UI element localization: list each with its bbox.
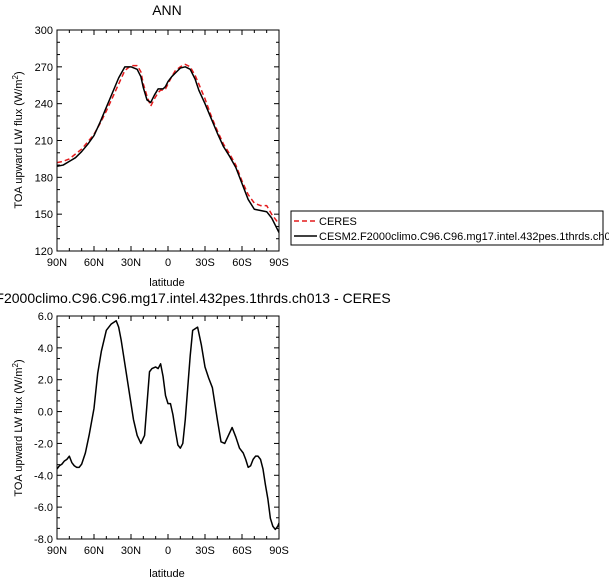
top-chart-title: ANN bbox=[152, 2, 182, 18]
top-y-axis-label-main: TOA upward LW flux (W/m bbox=[13, 79, 25, 208]
top-y-axis-label-sup: 2 bbox=[11, 74, 20, 79]
bottom-plot-area: 90N 60N 30N 0 30S 60S 90S -8.0 -6.0 -4.0 -2.0 0.0 2.… bbox=[34, 311, 289, 557]
bottom-x-tick-label: 30S bbox=[195, 545, 215, 557]
top-panel: ANN 90N 60N 30N 0 30S 60S 90S 120 150 180 210 240 27… bbox=[11, 2, 609, 289]
bottom-y-axis-label-sup: 2 bbox=[11, 362, 20, 367]
top-y-tick-label: 210 bbox=[35, 136, 53, 148]
top-y-tick-label: 300 bbox=[35, 25, 53, 37]
bottom-x-tick-label: 0 bbox=[165, 545, 171, 557]
top-series-line-0 bbox=[57, 63, 279, 225]
top-y-tick-label: 180 bbox=[35, 172, 53, 184]
legend: CERES CESM2.F2000climo.C96.C96.mg17.inte… bbox=[290, 210, 609, 246]
bottom-y-tick-label: 0.0 bbox=[38, 407, 53, 419]
bottom-y-tick-label: 6.0 bbox=[38, 311, 53, 323]
bottom-y-tick-label: -4.0 bbox=[34, 470, 53, 482]
bottom-y-tick-label: -6.0 bbox=[34, 502, 53, 514]
top-y-tick-label: 150 bbox=[35, 209, 53, 221]
bottom-y-axis-label-main: TOA upward LW flux (W/m bbox=[13, 367, 25, 496]
top-y-axis-label: TOA upward LW flux (W/m2) bbox=[11, 71, 25, 208]
top-x-tick-label: 0 bbox=[165, 257, 171, 269]
top-x-axis-label: latitude bbox=[149, 277, 184, 289]
top-y-tick-label: 240 bbox=[35, 99, 53, 111]
top-y-axis-label-end: ) bbox=[13, 71, 25, 75]
bottom-x-axis-label: latitude bbox=[149, 568, 184, 580]
bottom-series-line-0 bbox=[57, 320, 279, 531]
top-y-tick-label: 270 bbox=[35, 62, 53, 74]
legend-box bbox=[290, 210, 604, 246]
bottom-y-tick-label: 2.0 bbox=[38, 375, 53, 387]
bottom-y-axis-label: TOA upward LW flux (W/m2) bbox=[11, 359, 25, 496]
legend-label-cesm2: CESM2.F2000climo.C96.C96.mg17.intel.432p… bbox=[319, 231, 609, 243]
bottom-panel: CESM2.F2000climo.C96.C96.mg17.intel.432p… bbox=[0, 290, 391, 580]
bottom-x-tick-label: 30N bbox=[121, 545, 141, 557]
top-plot-area: 90N 60N 30N 0 30S 60S 90S 120 150 180 210 240 270 300 bbox=[35, 25, 289, 269]
top-x-tick-label: 30S bbox=[195, 257, 215, 269]
top-x-tick-label: 60N bbox=[84, 257, 104, 269]
legend-label-ceres: CERES bbox=[319, 216, 357, 228]
top-x-tick-label: 30N bbox=[121, 257, 141, 269]
top-x-tick-label: 90S bbox=[269, 257, 289, 269]
top-x-tick-label: 60S bbox=[232, 257, 252, 269]
bottom-x-tick-label: 60N bbox=[84, 545, 104, 557]
bottom-y-tick-label: -2.0 bbox=[34, 438, 53, 450]
bottom-x-tick-label: 90N bbox=[47, 545, 67, 557]
bottom-y-tick-label: -8.0 bbox=[34, 534, 53, 546]
bottom-chart-title: CESM2.F2000climo.C96.C96.mg17.intel.432p… bbox=[0, 290, 391, 306]
bottom-y-axis-label-end: ) bbox=[13, 359, 25, 363]
top-series-line-1 bbox=[57, 66, 279, 233]
top-y-tick-label: 120 bbox=[35, 246, 53, 258]
bottom-y-tick-label: 4.0 bbox=[38, 343, 53, 355]
bottom-x-tick-label: 60S bbox=[232, 545, 252, 557]
bottom-x-tick-label: 90S bbox=[269, 545, 289, 557]
top-x-tick-label: 90N bbox=[47, 257, 67, 269]
